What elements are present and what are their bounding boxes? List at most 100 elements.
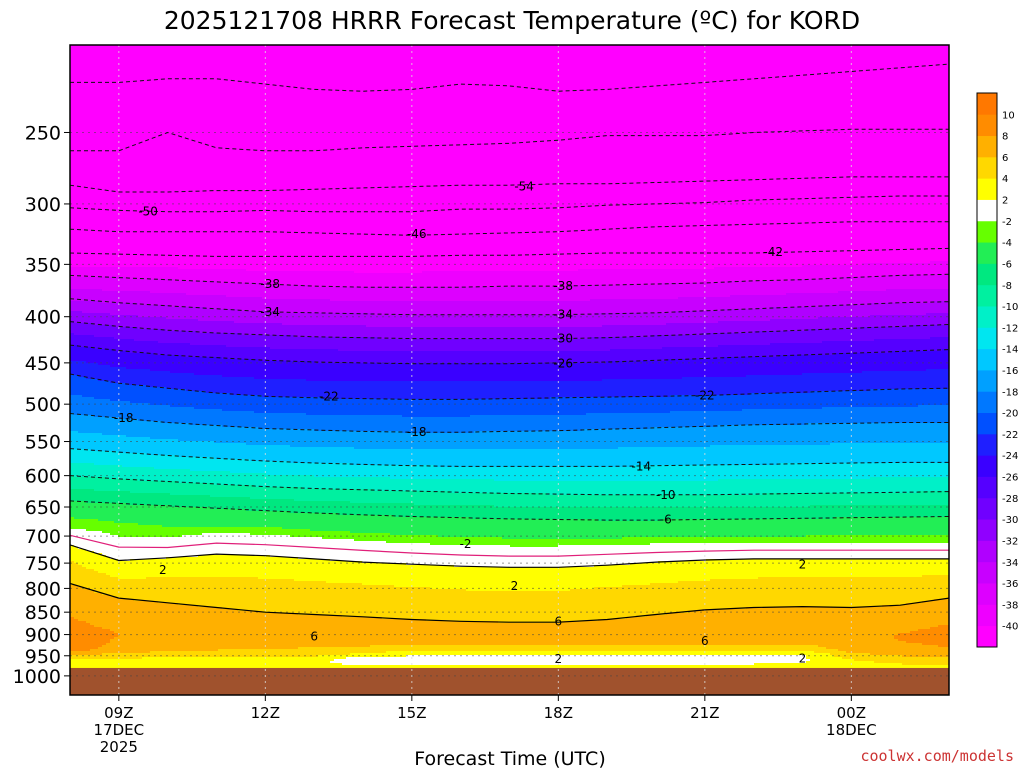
colorbar-segment (977, 306, 997, 328)
colorbar-label: -30 (1002, 515, 1018, 526)
contour-label: -50 (138, 205, 158, 219)
x-tick-label: 18DEC (826, 721, 877, 739)
colorbar-segment (977, 583, 997, 605)
contour-label: -30 (553, 332, 573, 346)
colorbar-segment (977, 348, 997, 371)
colorbar-label: -36 (1002, 579, 1018, 590)
isotherm-line (70, 344, 949, 365)
colorbar-frame (976, 92, 998, 648)
ground-fill (70, 667, 949, 695)
contour-label: 2 (799, 652, 807, 666)
colorbar-label: 6 (1002, 153, 1008, 164)
isotherms-solid (70, 544, 949, 623)
colorbar-label: -6 (1002, 259, 1012, 270)
colorbar-label: -16 (1002, 366, 1018, 377)
colorbar-segment (977, 135, 997, 158)
contour-label: 2 (555, 652, 563, 666)
colorbar-segment (977, 156, 997, 179)
colorbar-label: -32 (1002, 536, 1018, 547)
colorbar-segment (977, 433, 997, 456)
contour-label: -46 (407, 227, 427, 241)
y-tick-label: 850 (25, 602, 61, 624)
colorbar-segment (977, 519, 997, 541)
colorbar-segment (977, 242, 997, 264)
x-tick-label: 15Z (397, 704, 426, 722)
y-tick-label: 1000 (13, 666, 61, 688)
credit-text: coolwx.com/models (860, 747, 1014, 765)
colorbar-label: 4 (1002, 174, 1008, 185)
contour-label: -38 (553, 279, 573, 293)
contour-label: 2 (799, 558, 807, 572)
y-tick-label: 600 (25, 466, 61, 488)
contour-label: -34 (553, 308, 573, 322)
y-tick-label: 750 (25, 553, 61, 575)
y-tick-label: 500 (25, 394, 61, 416)
contour-label: 2 (159, 563, 167, 577)
colorbar-label: -40 (1002, 622, 1018, 633)
colorbar: -40-38-36-34-32-30-28-26-24-22-20-18-16-… (976, 92, 1018, 648)
contour-label: -18 (407, 425, 427, 439)
x-tick-label: 12Z (251, 704, 280, 722)
grid-lines (70, 45, 949, 695)
y-tick-label: 800 (25, 578, 61, 600)
contour-labels: -54-50-46-42-38 -38-34 -34-30-26-22 -22-18-… (114, 180, 806, 666)
colorbar-label: -20 (1002, 409, 1018, 420)
plot-area: -54-50-46-42-38 -38-34 -34-30-26-22 -22-18-… (70, 45, 949, 695)
contour-label: -42 (763, 245, 783, 259)
colorbar-segment (977, 370, 997, 392)
colorbar-segment (977, 327, 997, 350)
colorbar-segment (977, 561, 997, 584)
x-tick-label: 09Z (104, 704, 133, 722)
contour-label: -26 (553, 357, 573, 371)
colorbar-segment (977, 284, 997, 307)
contour-label: -34 (260, 305, 280, 319)
contour-label: -2 (460, 537, 472, 551)
contour-label: -22 (319, 389, 339, 403)
x-tick-label: 00Z (837, 704, 866, 722)
colorbar-label: -14 (1002, 345, 1018, 356)
colorbar-label: -4 (1002, 238, 1012, 249)
y-tick-label: 900 (25, 625, 61, 647)
contour-label: 6 (555, 614, 563, 628)
colorbar-segment (977, 497, 997, 520)
colorbar-label: -18 (1002, 387, 1018, 398)
y-tick-label: 950 (25, 646, 61, 668)
colorbar-label: -12 (1002, 323, 1018, 334)
contour-label: -10 (656, 488, 676, 502)
colorbar-segment (977, 178, 997, 200)
isotherms-dashed (70, 63, 949, 521)
contour-label: -22 (695, 388, 715, 402)
colorbar-segment (977, 93, 997, 115)
colorbar-label: 10 (1002, 110, 1015, 121)
isotherm-line (70, 128, 949, 152)
colorbar-label: -8 (1002, 281, 1012, 292)
isotherm-line (70, 413, 949, 433)
x-tick-label: 21Z (690, 704, 719, 722)
colorbar-segment (977, 455, 997, 477)
x-tick-label: 2025 (100, 738, 138, 756)
colorbar-label: -38 (1002, 600, 1018, 611)
colorbar-label: -24 (1002, 451, 1018, 462)
colorbar-segment (977, 604, 997, 627)
colorbar-label: 2 (1002, 196, 1008, 207)
colorbar-label: -10 (1002, 302, 1018, 313)
plot-frame (69, 44, 950, 696)
contour-label: -6 (660, 512, 672, 526)
colorbar-label: -22 (1002, 430, 1018, 441)
y-tick-label: 400 (25, 307, 61, 329)
contour-label: -38 (260, 277, 280, 291)
colorbar-segment (977, 263, 997, 286)
isotherm-zero (70, 534, 949, 557)
colorbar-label: 8 (1002, 132, 1008, 143)
x-axis-label: Forecast Time (UTC) (414, 748, 605, 768)
contour-label: 6 (310, 630, 318, 644)
colorbar-segment (977, 412, 997, 435)
y-axis: 2503003504004505005506006507007508008509… (13, 122, 70, 688)
contour-label: 6 (701, 634, 709, 648)
temperature-shading (70, 45, 949, 695)
x-tick-label: 18Z (544, 704, 573, 722)
y-tick-label: 700 (25, 526, 61, 548)
colorbar-segment (977, 625, 997, 648)
isotherm-line (70, 373, 949, 400)
